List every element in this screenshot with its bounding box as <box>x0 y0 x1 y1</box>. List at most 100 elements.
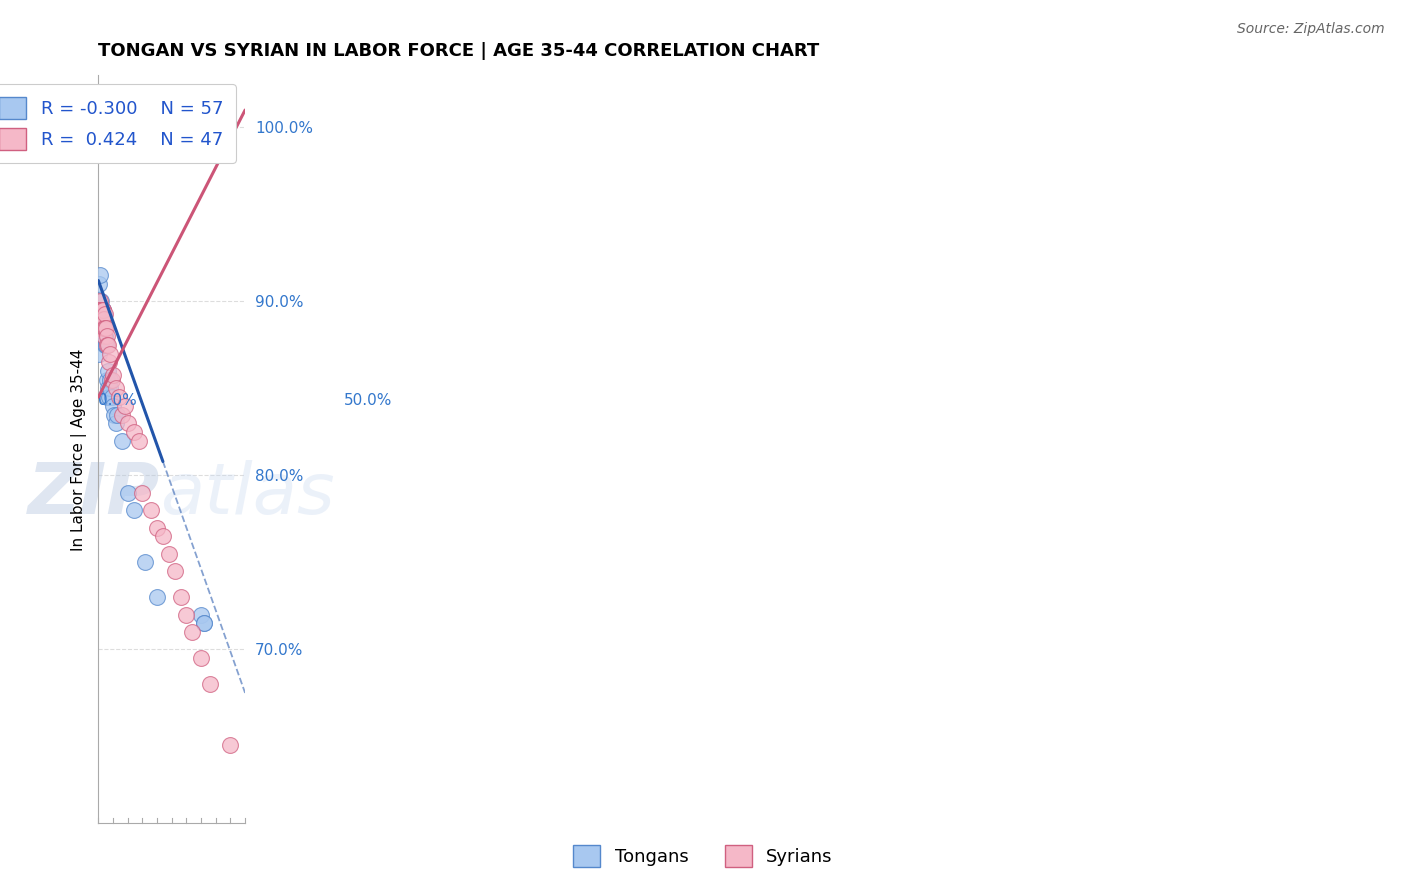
Point <box>89 303 111 318</box>
Point <box>90 303 112 318</box>
Point <box>94 333 117 347</box>
Text: 50.0%: 50.0% <box>343 393 392 409</box>
Legend: R = -0.300    N = 57, R =  0.424    N = 47: R = -0.300 N = 57, R = 0.424 N = 47 <box>0 84 236 162</box>
Point <box>91 303 114 318</box>
Point <box>90 320 112 334</box>
Point <box>90 311 112 326</box>
Point <box>89 303 111 318</box>
Point <box>96 373 118 387</box>
Point <box>90 303 112 318</box>
Point <box>91 303 114 318</box>
Point <box>190 651 212 665</box>
Point <box>87 346 110 360</box>
Point <box>114 399 136 413</box>
Text: TONGAN VS SYRIAN IN LABOR FORCE | AGE 35-44 CORRELATION CHART: TONGAN VS SYRIAN IN LABOR FORCE | AGE 35… <box>98 42 820 60</box>
Point <box>90 311 112 326</box>
Point <box>96 338 118 352</box>
Point <box>193 616 215 631</box>
Point <box>90 329 112 343</box>
Point <box>111 408 134 422</box>
Point <box>89 277 111 291</box>
Point <box>91 311 114 326</box>
Point <box>90 294 112 309</box>
Point <box>97 364 120 378</box>
Point <box>91 311 114 326</box>
Point <box>152 529 174 543</box>
Point <box>89 320 111 334</box>
Point <box>93 315 115 329</box>
Point <box>91 303 114 318</box>
Point <box>90 329 112 343</box>
Point <box>93 311 115 326</box>
Point <box>91 303 114 318</box>
Text: Source: ZipAtlas.com: Source: ZipAtlas.com <box>1237 22 1385 37</box>
Point <box>108 390 131 404</box>
Point <box>111 434 134 448</box>
Point <box>94 338 117 352</box>
Point <box>91 320 114 334</box>
Point <box>128 434 150 448</box>
Point <box>157 547 180 561</box>
Point <box>89 303 111 318</box>
Point <box>91 307 114 321</box>
Text: ZIP: ZIP <box>28 459 160 529</box>
Point <box>122 425 145 439</box>
Point <box>103 408 125 422</box>
Point <box>90 311 112 326</box>
Point <box>90 320 112 334</box>
Point <box>94 320 117 334</box>
Point <box>93 309 115 323</box>
Point <box>91 329 114 343</box>
Point <box>104 381 127 395</box>
Point <box>91 320 114 334</box>
Point <box>104 416 127 430</box>
Point <box>90 303 112 318</box>
Point <box>117 416 139 430</box>
Point <box>163 564 186 578</box>
Point <box>94 320 117 334</box>
Text: 0.0%: 0.0% <box>98 393 138 409</box>
Point <box>97 338 120 352</box>
Point <box>101 368 124 382</box>
Point <box>169 591 191 605</box>
Point <box>93 326 115 340</box>
Point <box>89 294 111 309</box>
Point <box>117 486 139 500</box>
Point <box>93 320 115 334</box>
Point <box>97 381 120 395</box>
Legend: Tongans, Syrians: Tongans, Syrians <box>567 838 839 874</box>
Point <box>91 329 114 343</box>
Point <box>181 625 204 640</box>
Point <box>90 320 112 334</box>
Point <box>193 616 215 631</box>
Point <box>93 307 115 321</box>
Point <box>101 399 124 413</box>
Point <box>141 503 163 517</box>
Point <box>91 311 114 326</box>
Point <box>90 303 112 318</box>
Point <box>91 303 114 318</box>
Point <box>97 355 120 369</box>
Point <box>98 373 121 387</box>
Point <box>91 329 114 343</box>
Point <box>94 320 117 334</box>
Point <box>146 521 169 535</box>
Point <box>219 738 242 752</box>
Point <box>134 556 156 570</box>
Point <box>107 408 129 422</box>
Point <box>90 311 112 326</box>
Point <box>87 320 110 334</box>
Point <box>98 346 121 360</box>
Point <box>89 268 111 283</box>
Point <box>91 311 114 326</box>
Point <box>198 677 221 691</box>
Text: atlas: atlas <box>160 459 335 529</box>
Point <box>94 329 117 343</box>
Point <box>96 329 118 343</box>
Point <box>93 320 115 334</box>
Point <box>100 373 122 387</box>
Point <box>97 390 120 404</box>
Point <box>91 320 114 334</box>
Point <box>131 486 153 500</box>
Point <box>93 326 115 340</box>
